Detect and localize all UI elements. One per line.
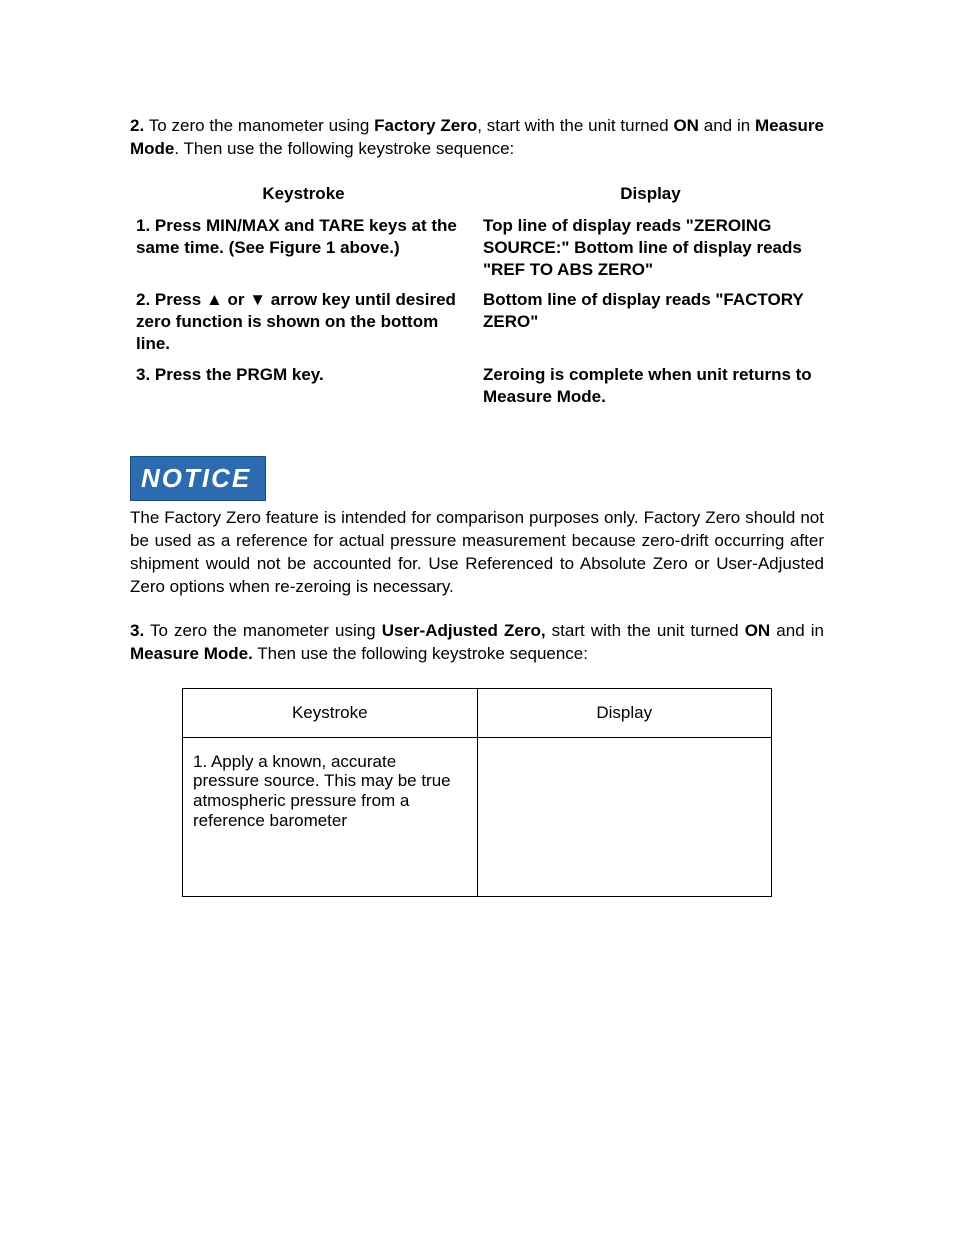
text: . Then use the following keystroke seque…	[174, 139, 514, 158]
item-number: 2.	[130, 116, 144, 135]
column-header-keystroke: Keystroke	[130, 183, 477, 215]
text: and in	[699, 116, 755, 135]
bold-text: Factory Zero	[374, 116, 477, 135]
keystroke-cell: 1. Press MIN/MAX and TARE keys at the sa…	[130, 215, 477, 289]
keystroke-table-2: Keystroke Display 1. Apply a known, accu…	[182, 688, 772, 897]
paragraph-3: 3. To zero the manometer using User-Adju…	[130, 620, 824, 666]
keystroke-cell: 1. Apply a known, accurate pressure sour…	[183, 737, 478, 896]
display-cell: Bottom line of display reads "FACTORY ZE…	[477, 289, 824, 363]
bold-text: ON	[673, 116, 699, 135]
keystroke-cell: 3. Press the PRGM key.	[130, 364, 477, 416]
item-number: 3.	[130, 621, 144, 640]
keystroke-table-1: Keystroke Display 1. Press MIN/MAX and T…	[130, 183, 824, 416]
text: Then use the following keystroke sequenc…	[253, 644, 588, 663]
notice-badge: NOTICE	[130, 456, 266, 501]
notice-text: The Factory Zero feature is intended for…	[130, 507, 824, 599]
text: To zero the manometer using	[144, 621, 382, 640]
bold-text: User-Adjusted Zero,	[382, 621, 546, 640]
column-header-display: Display	[477, 689, 772, 738]
text: and in	[770, 621, 824, 640]
display-cell: Zeroing is complete when unit returns to…	[477, 364, 824, 416]
paragraph-2: 2. To zero the manometer using Factory Z…	[130, 115, 824, 161]
text: To zero the manometer using	[144, 116, 374, 135]
text: start with the unit turned	[546, 621, 745, 640]
column-header-keystroke: Keystroke	[183, 689, 478, 738]
bold-text: ON	[745, 621, 771, 640]
display-cell	[477, 737, 772, 896]
bold-text: Measure Mode.	[130, 644, 253, 663]
column-header-display: Display	[477, 183, 824, 215]
display-cell: Top line of display reads "ZEROING SOURC…	[477, 215, 824, 289]
text: , start with the unit turned	[477, 116, 673, 135]
keystroke-cell: 2. Press ▲ or ▼ arrow key until desired …	[130, 289, 477, 363]
